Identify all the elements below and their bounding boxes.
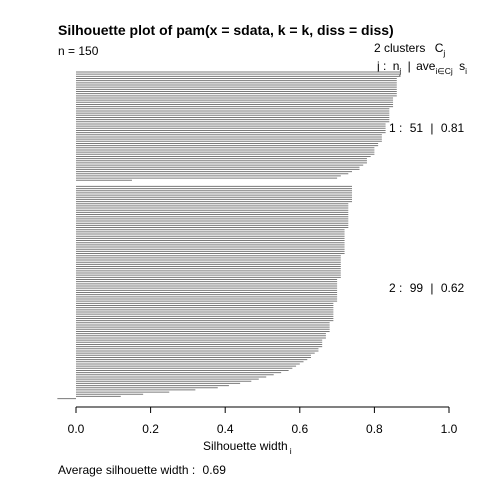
x-axis: 0.0 0.2 0.4 0.6 0.8 1.0 [68, 406, 458, 436]
x-tick-label-1: 0.2 [142, 422, 159, 436]
legend-sep: | [408, 59, 411, 73]
average-silhouette-label: Average silhouette width : 0.69 [58, 463, 226, 477]
legend-ave: ave [416, 59, 436, 73]
chart-title: Silhouette plot of pam(x = sdata, k = k,… [58, 22, 394, 38]
x-tick-label-2: 0.4 [217, 422, 234, 436]
cluster-1-label: 1 : 51 | 0.81 [389, 121, 465, 135]
x-axis-label: Silhouette width i [203, 439, 292, 456]
legend-cluster-symbol: C [435, 41, 444, 55]
legend-n: n [393, 59, 400, 73]
n-label: n = 150 [58, 44, 99, 58]
x-tick-label-0: 0.0 [68, 422, 85, 436]
cluster-2-label: 2 : 99 | 0.62 [389, 281, 465, 295]
legend-j: j : [376, 59, 386, 73]
legend-clusters-count: 2 clusters [374, 41, 425, 55]
svg-text:2 clusters Cj: 2 clusters Cj [374, 41, 445, 58]
svg-text:j : nj | ave: j : nj | avei∈Cj si [376, 59, 467, 77]
legend-s: s [459, 59, 465, 73]
x-tick-label-3: 0.6 [291, 422, 308, 436]
x-tick-label-5: 1.0 [441, 422, 458, 436]
silhouette-bars [57, 71, 401, 400]
legend-header: 2 clusters Cj j : nj | avei∈Cj si [374, 41, 467, 77]
x-tick-label-4: 0.8 [366, 422, 383, 436]
legend-n-sub: j [398, 66, 401, 76]
legend-s-sub: i [465, 66, 467, 76]
legend-ave-sub: i∈Cj [435, 66, 452, 76]
legend-cluster-symbol-sub: j [442, 48, 445, 58]
